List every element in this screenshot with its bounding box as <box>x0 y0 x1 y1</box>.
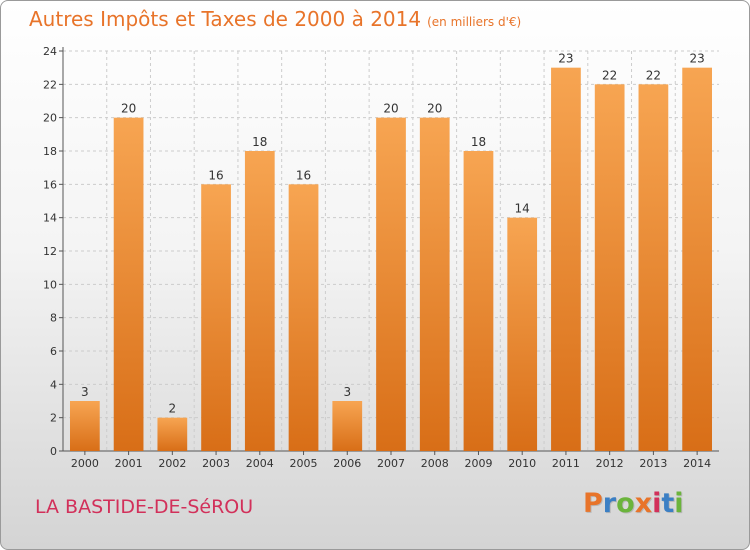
brand-letter: t <box>661 488 675 519</box>
brand-letter: i <box>674 488 684 519</box>
y-tick-label: 16 <box>43 178 57 191</box>
bar-2001 <box>113 117 144 452</box>
x-tick-label-2000: 2000 <box>71 457 99 470</box>
bar-2003 <box>201 184 231 452</box>
y-tick-label: 22 <box>43 78 57 91</box>
x-tick-label-2009: 2009 <box>464 457 492 470</box>
x-tick-label-2002: 2002 <box>158 457 186 470</box>
bars <box>69 67 713 452</box>
brand-letter: i <box>652 488 662 519</box>
brand-letter: P <box>583 488 603 519</box>
brand-letter: x <box>634 488 653 519</box>
brand-letter: o <box>616 488 635 519</box>
y-tick-label: 8 <box>50 312 57 325</box>
data-label-2010: 14 <box>515 202 530 216</box>
bar-2012 <box>594 84 625 451</box>
bar-2002 <box>157 417 188 451</box>
x-tick-label-2004: 2004 <box>246 457 274 470</box>
bar-2011 <box>551 67 581 452</box>
x-tick-label-2003: 2003 <box>202 457 230 470</box>
x-tick-label-2014: 2014 <box>683 457 711 470</box>
data-label-2013: 22 <box>646 68 661 82</box>
data-label-2005: 16 <box>296 168 311 182</box>
bar-2007 <box>376 117 406 452</box>
chart-title: Autres Impôts et Taxes de 2000 à 2014 (en… <box>29 7 521 31</box>
data-label-2007: 20 <box>383 102 398 116</box>
y-tick-label: 14 <box>43 212 57 225</box>
x-tick-label-2013: 2013 <box>639 457 667 470</box>
data-label-2009: 18 <box>471 135 486 149</box>
x-tick-label-2001: 2001 <box>115 457 143 470</box>
y-tick-label: 4 <box>50 378 57 391</box>
y-tick-label: 2 <box>50 412 57 425</box>
bar-2004 <box>244 151 275 451</box>
y-tick-label: 18 <box>43 145 57 158</box>
bar-2013 <box>638 84 669 451</box>
x-tick-label-2006: 2006 <box>333 457 361 470</box>
data-label-2004: 18 <box>252 135 267 149</box>
bar-2014 <box>682 67 713 452</box>
x-tick-label-2005: 2005 <box>290 457 318 470</box>
data-label-2014: 23 <box>689 52 704 66</box>
y-tick-label: 0 <box>50 445 57 458</box>
y-tick-label: 12 <box>43 245 57 258</box>
town-name: LA BASTIDE-DE-SéROU <box>35 496 254 518</box>
data-label-2008: 20 <box>427 102 442 116</box>
bar-2005 <box>288 184 319 452</box>
data-label-2001: 20 <box>121 102 136 116</box>
bar-2010 <box>507 217 538 451</box>
x-tick-label-2007: 2007 <box>377 457 405 470</box>
bar-2000 <box>69 401 100 451</box>
data-label-2000: 3 <box>81 385 89 399</box>
data-label-2011: 23 <box>558 52 573 66</box>
bar-2006 <box>332 401 363 451</box>
brand-logo: Proxiti <box>583 488 684 519</box>
y-tick-label: 20 <box>43 112 57 125</box>
x-tick-label-2012: 2012 <box>596 457 624 470</box>
data-label-2002: 2 <box>169 402 177 416</box>
labels: 3 2000 20 2001 2 2002 16 2003 18 2004 16 2005 3 2006 2… <box>71 52 711 470</box>
y-tick-label: 24 <box>43 45 57 58</box>
x-tick-label-2011: 2011 <box>552 457 580 470</box>
x-tick-label-2008: 2008 <box>421 457 449 470</box>
y-tick-label: 10 <box>43 278 57 291</box>
brand-letter: r <box>602 488 617 519</box>
data-label-2012: 22 <box>602 68 617 82</box>
chart-unit: (en milliers d'€) <box>427 15 522 29</box>
chart-title-text: Autres Impôts et Taxes de 2000 à 2014 <box>29 7 422 31</box>
data-label-2006: 3 <box>343 385 351 399</box>
y-tick-label: 6 <box>50 345 57 358</box>
bar-2008 <box>419 117 450 452</box>
x-tick-label-2010: 2010 <box>508 457 536 470</box>
bar-2009 <box>463 151 494 451</box>
data-label-2003: 16 <box>208 168 223 182</box>
